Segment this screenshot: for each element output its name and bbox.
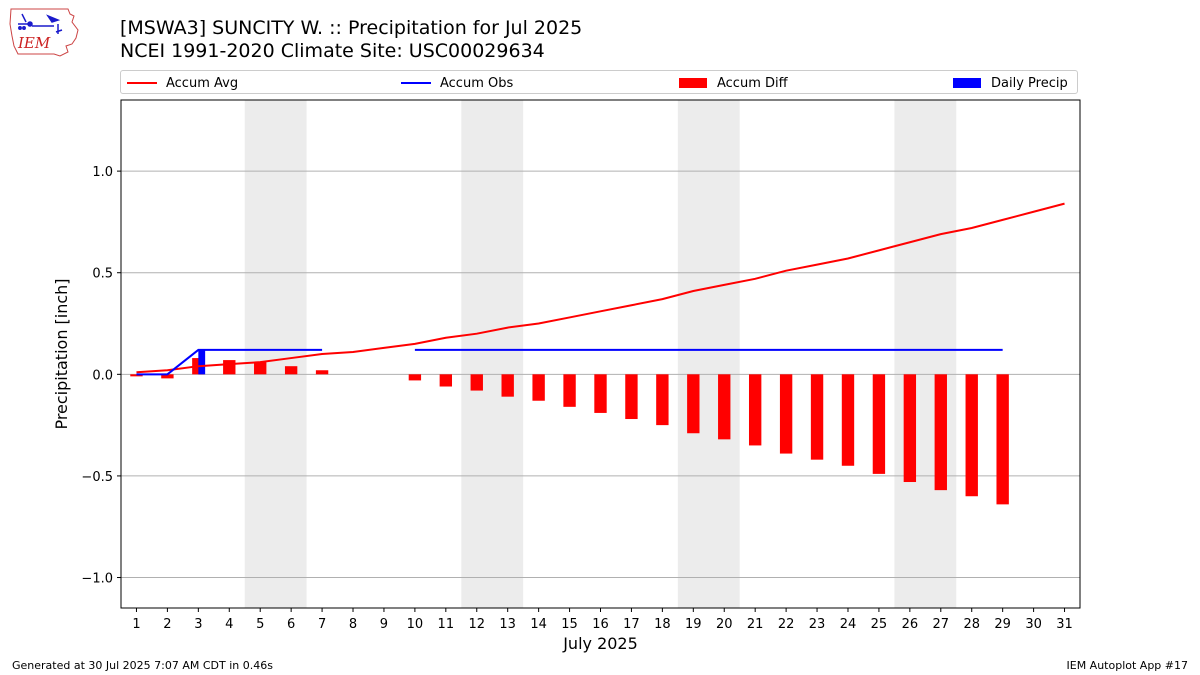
x-tick-label: 10 bbox=[407, 617, 424, 632]
accum-diff-bar bbox=[532, 374, 545, 401]
x-tick-label: 21 bbox=[747, 617, 764, 632]
x-tick-label: 22 bbox=[778, 617, 795, 632]
legend-swatch-accum-avg bbox=[127, 82, 157, 84]
weekend-shade bbox=[894, 100, 957, 608]
accum-diff-bar bbox=[254, 362, 267, 375]
legend-item-accum-diff: Accum Diff bbox=[679, 74, 788, 92]
x-tick-label: 1 bbox=[132, 617, 140, 632]
x-tick-label: 30 bbox=[1025, 617, 1042, 632]
x-tick-label: 26 bbox=[902, 617, 919, 632]
x-tick-label: 11 bbox=[438, 617, 455, 632]
x-tick-label: 2 bbox=[163, 617, 171, 632]
x-tick-label: 14 bbox=[530, 617, 547, 632]
accum-diff-bar bbox=[223, 360, 236, 375]
y-tick-label: −1.0 bbox=[81, 572, 113, 587]
x-tick-label: 13 bbox=[499, 617, 516, 632]
x-axis-label: July 2025 bbox=[562, 634, 638, 653]
accum-diff-bar bbox=[315, 370, 329, 375]
daily-precip-bar bbox=[198, 349, 206, 375]
accum-diff-bar bbox=[718, 374, 731, 440]
chart-subtitle: NCEI 1991-2020 Climate Site: USC00029634 bbox=[120, 40, 545, 62]
accum-diff-bar bbox=[656, 374, 669, 426]
x-tick-label: 31 bbox=[1056, 617, 1073, 632]
accum-diff-bar bbox=[965, 374, 978, 497]
x-tick-label: 28 bbox=[963, 617, 980, 632]
plot-frame bbox=[120, 99, 1081, 609]
accum-avg-line bbox=[136, 202, 1065, 374]
accum-diff-bar bbox=[284, 366, 298, 375]
weekend-shade bbox=[461, 100, 524, 608]
y-tick-label: 0.0 bbox=[92, 368, 113, 383]
legend-label-accum-avg: Accum Avg bbox=[166, 75, 239, 91]
x-tick-label: 8 bbox=[349, 617, 357, 632]
x-tick-label: 7 bbox=[318, 617, 326, 632]
x-tick-label: 6 bbox=[287, 617, 295, 632]
x-tick-label: 12 bbox=[468, 617, 485, 632]
y-tick-label: 0.5 bbox=[92, 267, 113, 282]
legend-item-daily-precip: Daily Precip bbox=[953, 74, 1068, 92]
accum-diff-bar bbox=[161, 374, 174, 379]
accum-diff-bar bbox=[470, 374, 483, 391]
weekend-shade bbox=[677, 100, 740, 608]
accum-diff-bar bbox=[841, 374, 855, 466]
footer-app-id: IEM Autoplot App #17 bbox=[1066, 659, 1189, 672]
y-axis-label: Precipitation [inch] bbox=[52, 278, 71, 429]
iem-logo: IEM bbox=[9, 8, 79, 57]
legend-label-accum-diff: Accum Diff bbox=[717, 75, 788, 91]
accum-diff-bar bbox=[748, 374, 762, 446]
x-tick-label: 16 bbox=[592, 617, 609, 632]
x-tick-label: 19 bbox=[685, 617, 702, 632]
accum-diff-bar bbox=[903, 374, 917, 483]
accum-diff-bar bbox=[810, 374, 824, 460]
x-tick-label: 3 bbox=[194, 617, 202, 632]
x-tick-label: 18 bbox=[654, 617, 671, 632]
legend-swatch-accum-obs bbox=[401, 82, 431, 84]
weekend-shade bbox=[244, 100, 307, 608]
accum-diff-bar bbox=[439, 374, 453, 387]
accum-diff-bar bbox=[130, 374, 143, 377]
x-tick-label: 5 bbox=[256, 617, 264, 632]
accum-diff-bar bbox=[996, 374, 1009, 505]
legend-swatch-accum-diff bbox=[679, 78, 707, 88]
accum-diff-bar bbox=[779, 374, 793, 454]
x-tick-label: 25 bbox=[871, 617, 888, 632]
accum-diff-bar bbox=[687, 374, 700, 434]
x-tick-label: 24 bbox=[840, 617, 857, 632]
accum-diff-bar bbox=[563, 374, 576, 407]
legend-swatch-daily-precip bbox=[953, 78, 981, 88]
accum-diff-bar bbox=[625, 374, 638, 420]
footer-generated: Generated at 30 Jul 2025 7:07 AM CDT in … bbox=[12, 659, 273, 672]
accum-diff-bar bbox=[594, 374, 607, 413]
accum-diff-bar bbox=[872, 374, 886, 474]
accum-diff-bar bbox=[934, 374, 947, 491]
legend-label-daily-precip: Daily Precip bbox=[991, 75, 1068, 91]
y-tick-label: 1.0 bbox=[92, 165, 113, 180]
logo-text: IEM bbox=[17, 34, 51, 52]
legend: Accum Avg Accum Obs Accum Diff Daily Pre… bbox=[120, 70, 1078, 94]
chart-title: [MSWA3] SUNCITY W. :: Precipitation for … bbox=[120, 17, 583, 39]
x-tick-label: 4 bbox=[225, 617, 233, 632]
x-tick-label: 9 bbox=[380, 617, 388, 632]
y-tick-label: −0.5 bbox=[81, 470, 113, 485]
x-tick-label: 29 bbox=[994, 617, 1011, 632]
legend-label-accum-obs: Accum Obs bbox=[440, 75, 514, 91]
legend-item-accum-obs: Accum Obs bbox=[401, 74, 513, 92]
accum-diff-bar bbox=[501, 374, 514, 397]
x-tick-label: 20 bbox=[716, 617, 733, 632]
legend-item-accum-avg: Accum Avg bbox=[127, 74, 238, 92]
x-tick-label: 23 bbox=[809, 617, 826, 632]
x-tick-label: 27 bbox=[933, 617, 950, 632]
accum-diff-bar bbox=[408, 374, 422, 381]
x-tick-label: 15 bbox=[561, 617, 578, 632]
accum-obs-line bbox=[136, 348, 323, 376]
x-tick-label: 17 bbox=[623, 617, 640, 632]
